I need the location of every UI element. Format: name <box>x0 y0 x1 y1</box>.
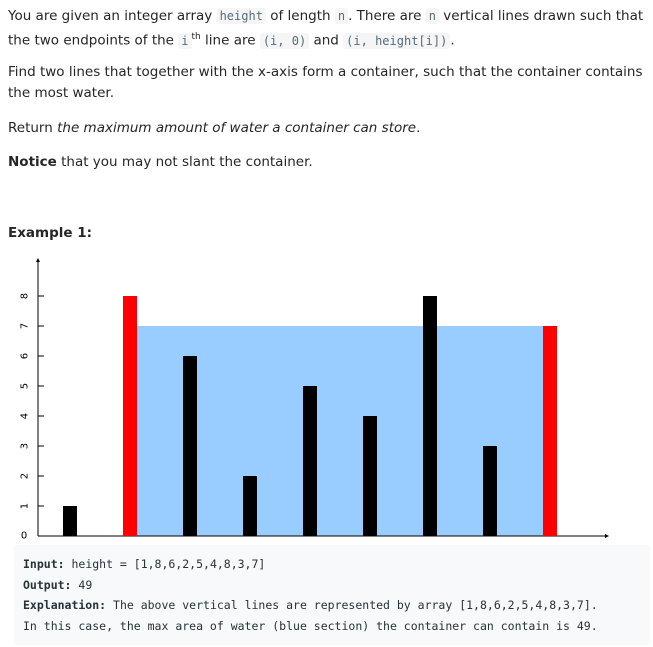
superscript-th: th <box>191 32 201 42</box>
problem-paragraph-3: Return the maximum amount of water a con… <box>8 120 421 136</box>
example-output: Output: 49 <box>23 578 93 592</box>
bar-6 <box>423 296 437 536</box>
notice-label: Notice <box>8 154 57 170</box>
example-explanation: Explanation: The above vertical lines ar… <box>23 598 598 612</box>
return-statement: the maximum amount of water a container … <box>57 120 417 136</box>
y-tick-label-5: 5 <box>20 383 31 389</box>
x-axis-arrow <box>605 534 609 538</box>
bar-4 <box>303 386 317 536</box>
code-height: height <box>216 8 266 24</box>
y-tick-label-3: 3 <box>20 443 31 449</box>
example-box: Input: height = [1,8,6,2,5,4,8,3,7] Outp… <box>14 545 650 645</box>
code-n-2: n <box>425 8 439 24</box>
problem-paragraph-2: Find two lines that together with the x-… <box>8 64 643 101</box>
y-tick-label-0: 0 <box>21 531 27 542</box>
code-point-i-0: (i, 0) <box>259 32 310 49</box>
y-axis-arrow <box>36 258 40 262</box>
y-tick-label-8: 8 <box>20 293 31 299</box>
water-area <box>130 326 550 536</box>
y-tick-label-6: 6 <box>20 353 31 359</box>
bar-2 <box>183 356 197 536</box>
bar-5 <box>363 416 377 536</box>
bar-8 <box>543 326 557 536</box>
bar-3 <box>243 476 257 536</box>
code-i: i <box>178 32 192 49</box>
bar-0 <box>63 506 77 536</box>
example-explanation-2: In this case, the max area of water (blu… <box>23 619 598 633</box>
code-point-i-height: (i, height[i]) <box>343 32 451 49</box>
problem-notice: Notice that you may not slant the contai… <box>8 154 313 170</box>
container-chart: 0 1 2 3 4 5 6 7 8 <box>20 258 609 542</box>
y-tick-label-7: 7 <box>20 323 31 329</box>
y-tick-label-2: 2 <box>20 473 31 479</box>
code-n: n <box>334 8 349 24</box>
y-tick-label-1: 1 <box>20 503 31 509</box>
bar-1 <box>123 296 137 536</box>
y-tick-label-4: 4 <box>20 413 31 419</box>
problem-paragraph-1: You are given an integer array height of… <box>8 8 644 49</box>
example-input: Input: height = [1,8,6,2,5,4,8,3,7] <box>23 557 266 571</box>
example-title: Example 1: <box>8 225 93 241</box>
bar-7 <box>483 446 497 536</box>
